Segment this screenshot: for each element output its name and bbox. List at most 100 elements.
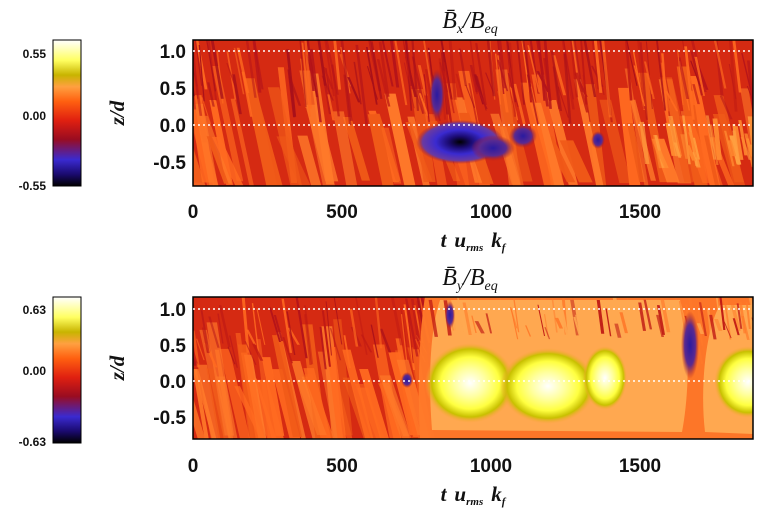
field-streak [194,103,219,186]
field-streak [569,40,579,98]
field-streak [218,305,231,348]
field-streak [196,338,205,361]
field-streak [677,49,684,106]
field-streak [406,306,414,364]
colorbar-by-min: -0.63 [19,435,47,449]
field-streak [709,314,717,340]
field-streak [626,122,646,183]
field-streak [732,130,741,165]
field-streak [543,314,549,337]
field-streak [714,318,723,331]
panel-title-bx: B̄x/Beq [442,8,497,37]
field-streak [252,40,262,93]
field-streak [656,305,666,335]
field-streak [493,323,501,340]
field-streak [660,297,671,333]
field-streak [614,323,622,338]
field-streak [359,369,390,439]
field-streak [366,66,379,100]
field-streak [537,304,546,336]
field-streak [325,40,339,95]
field-streak [574,314,582,330]
positive-patch [714,346,753,418]
field-streak [729,305,736,338]
y-axis-title-by: z/d [105,355,129,381]
field-streak [384,93,416,186]
field-streak [495,53,502,105]
x-tick-label: 1500 [619,456,661,477]
field-streak [251,303,260,353]
positive-patch [500,348,596,424]
field-streak [744,133,753,168]
field-streak [267,87,303,186]
field-streak [458,48,468,86]
colorbar-by-gradient [52,296,82,444]
field-streak [219,348,251,439]
field-streak [324,40,335,97]
field-streak [563,53,572,124]
field-streak [206,368,226,439]
field-streak [217,313,224,344]
colorbar-bx: 0.55 0.00 -0.55 [19,39,82,193]
colorbar-bx-min: -0.55 [19,179,47,193]
field-streak [723,300,732,340]
field-streak [193,369,217,439]
x-tick-label: 1500 [619,202,661,223]
field-streak [201,97,212,124]
field-streak [326,347,347,439]
field-streak [349,308,359,347]
field-streak [738,301,747,334]
field-streak [471,315,477,333]
field-streak [544,327,551,340]
field-streak [510,308,519,340]
field-streak [741,52,752,90]
field-streak [303,368,332,439]
field-streak [332,111,358,186]
x-tick-label: 500 [326,456,358,477]
field-streak [728,40,738,112]
field-streak [243,78,278,186]
x-axis-title-bx: t urms kf [441,228,507,254]
field-streak [333,40,342,90]
field-streak [665,122,677,156]
field-streak [645,73,654,95]
field-streak [282,337,294,364]
field-streak [705,115,717,160]
field-streak [193,369,209,439]
field-streak [573,40,584,92]
field-streak [193,397,206,439]
field-streak [613,315,624,332]
field-streak [261,357,285,436]
field-streak [559,140,593,183]
y-tick-label: 1.0 [160,300,186,321]
field-streak [321,75,334,101]
x-axis-by: 0 500 1000 1500 t urms kf [188,456,661,508]
field-streak [601,40,612,118]
panel-bx: 0.55 0.00 -0.55 1.0 0.5 0.0 -0.5 z/d [19,8,754,254]
x-tick-label: 1000 [470,202,512,223]
field-streak [716,297,723,337]
heatmap-bx [193,40,753,186]
field-streak [505,40,512,88]
field-streak [226,63,236,86]
colorbar-by-mid: 0.00 [23,364,47,378]
y-tick-label: 0.0 [160,372,186,393]
x-axis-title-by: t urms kf [441,482,507,508]
field-streak [605,308,612,337]
field-streak [713,40,727,89]
field-streak [740,88,753,162]
negative-patch [471,135,515,161]
field-streak [193,356,198,366]
y-tick-label: 0.5 [160,336,187,357]
field-streak [381,127,402,184]
field-streak [633,65,646,107]
field-streak [306,40,315,91]
field-streak [200,310,210,354]
field-streak [198,44,205,102]
field-streak [559,305,569,338]
negative-patch [591,131,605,149]
field-streak [625,40,633,101]
field-streak [423,74,430,122]
colorbar-by-max: 0.63 [23,303,47,317]
